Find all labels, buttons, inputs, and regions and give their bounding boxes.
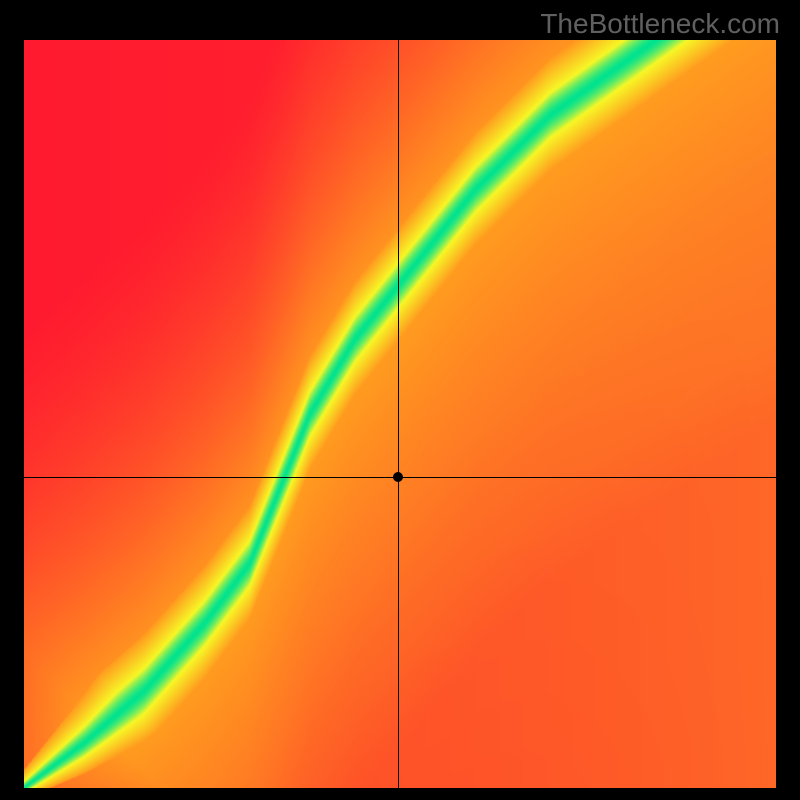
crosshair-marker [393,472,403,482]
watermark-text: TheBottleneck.com [540,8,780,40]
crosshair-vertical [398,40,399,788]
heatmap-canvas [24,40,776,788]
plot-area [24,40,776,788]
chart-container: TheBottleneck.com [0,0,800,800]
